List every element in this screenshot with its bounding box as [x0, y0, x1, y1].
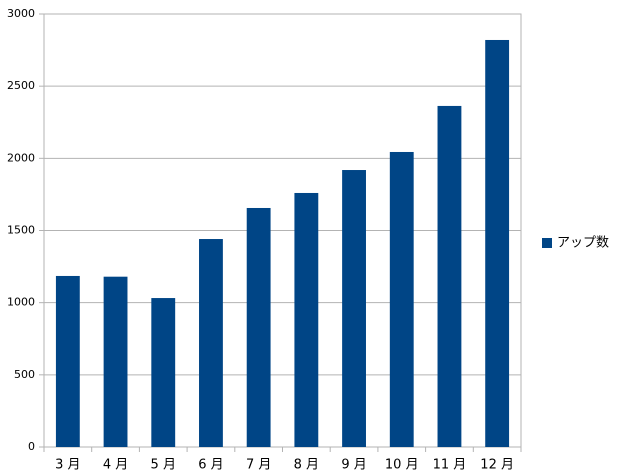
legend-swatch: [542, 238, 552, 248]
x-tick-label: 8 月: [294, 458, 319, 473]
y-tick-label: 1500: [7, 224, 35, 237]
bar: [485, 39, 510, 447]
y-tick-label: 3000: [7, 7, 35, 20]
x-tick-label: 11 月: [433, 458, 467, 473]
x-tick-label: 6 月: [198, 458, 223, 473]
x-tick-label: 9 月: [341, 458, 366, 473]
bar: [246, 207, 271, 447]
y-tick-label: 2000: [7, 151, 35, 164]
bar: [437, 105, 462, 447]
x-tick-label: 3 月: [55, 458, 80, 473]
y-tick-label: 500: [14, 368, 35, 381]
y-tick-label: 2500: [7, 79, 35, 92]
legend-label: アップ数: [557, 236, 609, 251]
x-tick-label: 7 月: [246, 458, 271, 473]
y-tick-label: 0: [28, 440, 35, 453]
bar: [55, 275, 80, 447]
bar: [342, 170, 366, 447]
bar: [199, 239, 223, 447]
bar: [103, 276, 128, 447]
bar: [294, 192, 319, 447]
bar: [151, 298, 176, 447]
x-tick-label: 4 月: [103, 458, 128, 473]
x-tick-label: 12 月: [480, 458, 514, 473]
y-tick-label: 1000: [7, 296, 35, 309]
bar: [389, 151, 414, 447]
x-tick-label: 5 月: [151, 458, 176, 473]
x-tick-label: 10 月: [385, 458, 419, 473]
